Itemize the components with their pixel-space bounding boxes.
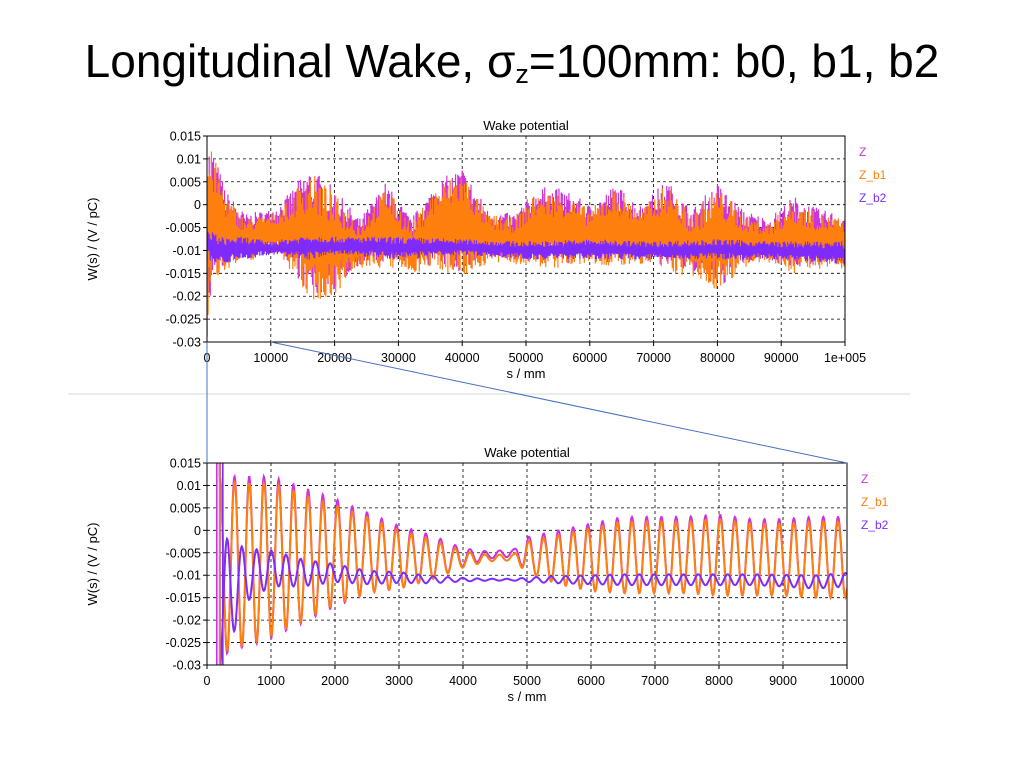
x-tick-label: 10000	[830, 674, 865, 688]
x-tick-label: 70000	[636, 351, 671, 365]
y-tick-label: 0.005	[170, 501, 201, 515]
y-tick-label: -0.015	[166, 267, 201, 281]
y-tick-label: -0.025	[166, 313, 201, 327]
slide-title-main: Longitudinal Wake, σ	[84, 35, 516, 87]
x-tick-label: 5000	[513, 674, 541, 688]
series-z-b1	[218, 463, 847, 653]
y-tick-label: -0.03	[173, 659, 202, 673]
y-tick-label: -0.015	[166, 591, 201, 605]
x-tick-label: 1000	[257, 674, 285, 688]
series-z-b2	[207, 228, 845, 264]
x-axis-label: s / mm	[507, 366, 546, 381]
y-tick-label: -0.01	[173, 244, 202, 258]
series-z-b2	[218, 463, 847, 665]
slide-title-tail: =100mm: b0, b1, b2	[528, 35, 940, 87]
y-tick-label: 0.015	[170, 457, 201, 471]
zoom-connector	[206, 341, 848, 464]
y-tick-label: 0.01	[177, 152, 201, 166]
plot-frame	[206, 135, 846, 343]
x-tick-label: 20000	[317, 351, 352, 365]
chart-title: Wake potential	[484, 445, 570, 460]
y-tick-label: -0.03	[173, 336, 202, 350]
x-tick-label: 10000	[253, 351, 288, 365]
y-tick-label: 0	[194, 198, 201, 212]
chart-zoom: 0 1000 2000 3000 4000 5000 6000 7000 8000 9000 100…	[85, 445, 889, 704]
x-tick-label: 8000	[705, 674, 733, 688]
legend-entry-z-b1: Z_b1	[859, 168, 887, 182]
x-tick-label: 60000	[572, 351, 607, 365]
x-tick-label: 40000	[445, 351, 480, 365]
x-tick-label: 30000	[381, 351, 416, 365]
chart-title: Wake potential	[483, 118, 569, 133]
x-tick-label: 90000	[764, 351, 799, 365]
legend-entry-z: Z	[861, 472, 868, 486]
x-tick-label: 4000	[449, 674, 477, 688]
y-tick-label: -0.02	[173, 290, 202, 304]
x-axis-label: s / mm	[508, 689, 547, 704]
legend-entry-z-b1: Z_b1	[861, 495, 889, 509]
plot-frame	[206, 462, 848, 666]
y-tick-label: 0.015	[170, 130, 201, 144]
chart-overview: 0 10000 20000 30000 40000 50000 60000 70000 8000…	[85, 118, 887, 381]
x-tick-label: 1e+005	[824, 351, 866, 365]
x-tick-label: 50000	[509, 351, 544, 365]
y-tick-label: -0.005	[166, 221, 201, 235]
y-tick-label: 0.01	[177, 479, 201, 493]
x-tick-label: 7000	[641, 674, 669, 688]
x-tick-label: 0	[204, 674, 211, 688]
slide-title-subscript: z	[515, 59, 529, 89]
y-tick-label: 0.005	[170, 175, 201, 189]
x-tick-label: 2000	[321, 674, 349, 688]
y-tick-label: -0.005	[166, 546, 201, 560]
x-tick-label: 6000	[577, 674, 605, 688]
y-tick-label: -0.025	[166, 636, 201, 650]
x-tick-label: 80000	[700, 351, 735, 365]
legend-entry-z-b2: Z_b2	[859, 191, 887, 205]
x-tick-label: 3000	[385, 674, 413, 688]
zoom-line-right	[270, 341, 848, 464]
y-axis-label: W(s) / (V / pC)	[85, 522, 100, 605]
y-tick-label: -0.02	[173, 614, 202, 628]
y-tick-label: -0.01	[173, 569, 202, 583]
y-tick-label: 0	[194, 524, 201, 538]
y-axis-label: W(s) / (V / pC)	[85, 197, 100, 280]
x-tick-label: 9000	[769, 674, 797, 688]
legend-entry-z: Z	[859, 145, 866, 159]
slide-title: Longitudinal Wake, σz=100mm: b0, b1, b2	[0, 34, 1024, 90]
legend-entry-z-b2: Z_b2	[861, 518, 889, 532]
